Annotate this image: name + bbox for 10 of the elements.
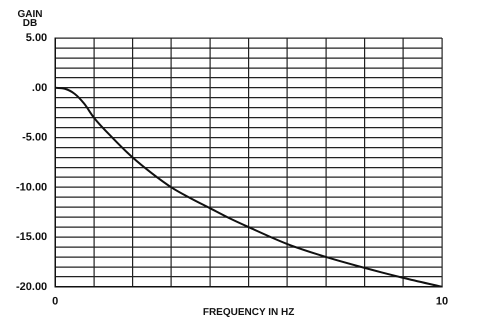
y-tick-label: -20.00 [16,280,48,293]
y-tick-label: 5.00 [26,32,48,44]
x-tick-label: 0 [52,295,58,308]
x-axis-title: FREQUENCY IN HZ [202,306,294,318]
x-tick-label: 10 [436,295,448,308]
y-tick-label: -10.00 [16,181,48,194]
y-tick-label: -15.00 [16,231,48,244]
y-axis-title: GAIN DB [18,9,42,29]
y-tick-label: -5.00 [22,132,48,144]
y-tick-label: .00 [32,82,48,94]
